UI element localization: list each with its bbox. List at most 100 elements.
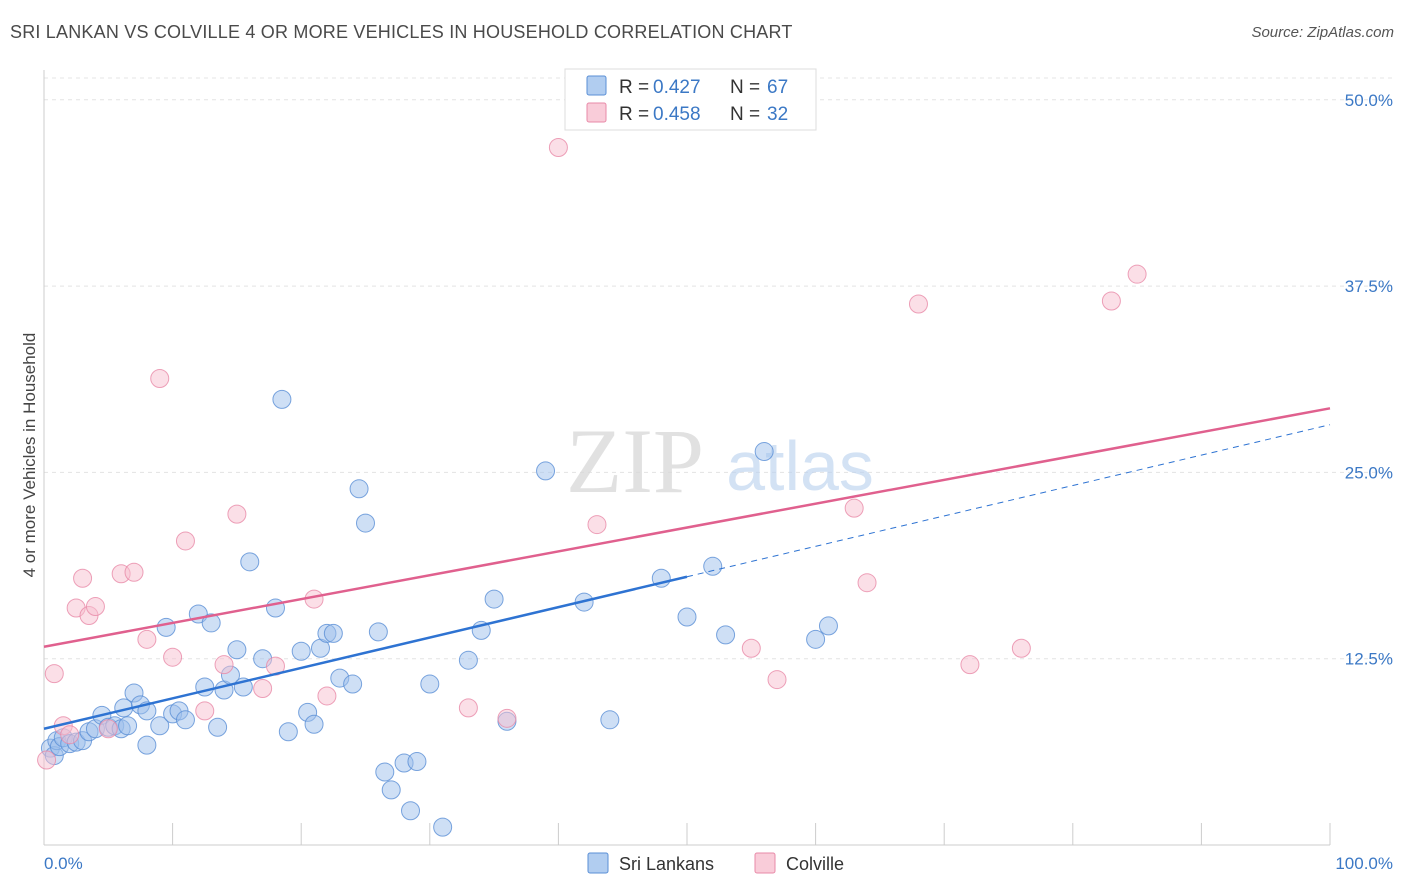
- bottom-legend-label-sri-lankans: Sri Lankans: [619, 854, 714, 874]
- x-tick-label-right: 100.0%: [1335, 854, 1393, 873]
- point-colville-27: [767, 670, 787, 690]
- point-colville-21: [317, 686, 337, 706]
- bottom-legend-label-colville: Colville: [786, 854, 844, 874]
- point-sri-lankans-15: [118, 716, 138, 736]
- chart-title: SRI LANKAN VS COLVILLE 4 OR MORE VEHICLE…: [10, 22, 793, 42]
- legend-n-label-2: N =: [730, 104, 760, 125]
- point-sri-lankans-27: [201, 613, 221, 633]
- point-sri-lankans-49: [375, 762, 395, 782]
- point-sri-lankans-68: [806, 629, 826, 649]
- legend-swatch-sri-lankans: [586, 75, 607, 96]
- point-sri-lankans-55: [433, 817, 453, 837]
- y-tick-label-3: 50.0%: [1345, 91, 1393, 110]
- point-sri-lankans-66: [716, 625, 736, 645]
- point-colville-25: [587, 515, 607, 535]
- point-sri-lankans-24: [175, 710, 195, 730]
- point-colville-18: [253, 679, 273, 699]
- point-sri-lankans-56: [458, 650, 478, 670]
- point-sri-lankans-43: [323, 623, 343, 643]
- watermark-atlas: atlas: [726, 427, 874, 505]
- point-colville-7: [85, 597, 105, 617]
- y-tick-labels: 12.5% 25.0% 37.5% 50.0%: [1345, 91, 1393, 669]
- point-colville-15: [195, 701, 215, 721]
- point-colville-0: [37, 750, 57, 770]
- point-colville-12: [150, 369, 170, 389]
- point-colville-3: [60, 725, 80, 745]
- y-tick-label-0: 12.5%: [1345, 650, 1393, 669]
- point-colville-26: [741, 638, 761, 658]
- point-sri-lankans-67: [754, 442, 774, 462]
- axes: [43, 70, 1331, 846]
- point-colville-30: [908, 294, 928, 314]
- point-colville-5: [73, 568, 93, 588]
- point-sri-lankans-60: [536, 461, 556, 481]
- y-tick-label-2: 37.5%: [1345, 277, 1393, 296]
- trend-line-colville: [43, 407, 1331, 649]
- point-sri-lankans-58: [484, 589, 504, 609]
- point-sri-lankans-38: [291, 641, 311, 661]
- point-colville-32: [1011, 638, 1031, 658]
- point-colville-31: [960, 655, 980, 675]
- trend-lines: [43, 407, 1331, 730]
- point-colville-17: [227, 504, 247, 524]
- bottom-legend-swatch-sri-lankans: [587, 852, 609, 874]
- legend-r-value-1: 0.427: [653, 77, 701, 98]
- point-sri-lankans-20: [150, 716, 170, 736]
- point-colville-22: [458, 698, 478, 718]
- trend-line-sri-lankans-extension: [686, 424, 1331, 578]
- point-colville-28: [844, 498, 864, 518]
- series-colville-points: [37, 138, 1147, 770]
- point-sri-lankans-53: [407, 752, 427, 772]
- point-colville-29: [857, 573, 877, 593]
- point-colville-10: [124, 562, 144, 582]
- point-sri-lankans-21: [156, 617, 176, 637]
- y-axis-title: 4 or more Vehicles in Household: [20, 333, 39, 578]
- legend: R = 0.427 N = 67 R = 0.458 N = 32: [564, 68, 817, 131]
- point-sri-lankans-45: [343, 674, 363, 694]
- point-colville-14: [175, 531, 195, 551]
- x-tick-label-left: 0.0%: [44, 854, 83, 873]
- watermark: ZIP atlas: [566, 410, 874, 512]
- point-colville-13: [163, 647, 183, 667]
- point-sri-lankans-48: [368, 622, 388, 642]
- point-colville-16: [214, 655, 234, 675]
- legend-swatch-colville: [586, 102, 607, 123]
- point-sri-lankans-36: [272, 389, 292, 409]
- point-sri-lankans-50: [381, 780, 401, 800]
- point-sri-lankans-33: [240, 552, 260, 572]
- legend-n-label-1: N =: [730, 77, 760, 98]
- point-colville-8: [98, 719, 118, 739]
- trend-line-sri-lankans: [43, 575, 688, 730]
- source-label: Source: ZipAtlas.com: [1251, 24, 1394, 41]
- point-colville-33: [1101, 291, 1121, 311]
- point-sri-lankans-31: [227, 640, 247, 660]
- point-sri-lankans-46: [349, 479, 369, 499]
- point-sri-lankans-64: [677, 607, 697, 627]
- point-sri-lankans-28: [208, 717, 228, 737]
- bottom-legend: Sri Lankans Colville: [587, 852, 844, 874]
- point-sri-lankans-40: [304, 714, 324, 734]
- point-colville-11: [137, 629, 157, 649]
- point-sri-lankans-54: [420, 674, 440, 694]
- watermark-zip: ZIP: [566, 410, 704, 512]
- point-colville-34: [1127, 264, 1147, 284]
- point-sri-lankans-62: [600, 710, 620, 730]
- point-colville-23: [497, 708, 517, 728]
- legend-r-label-1: R =: [619, 77, 649, 98]
- point-sri-lankans-37: [278, 722, 298, 742]
- point-sri-lankans-69: [818, 616, 838, 636]
- legend-r-label-2: R =: [619, 104, 649, 125]
- point-sri-lankans-65: [703, 556, 723, 576]
- y-tick-label-1: 25.0%: [1345, 463, 1393, 482]
- series-sri-lankans-points: [40, 389, 838, 837]
- point-colville-24: [548, 138, 568, 157]
- legend-r-value-2: 0.458: [653, 104, 701, 125]
- point-colville-1: [44, 664, 64, 684]
- point-sri-lankans-52: [401, 801, 421, 821]
- point-sri-lankans-19: [137, 735, 157, 755]
- legend-n-value-1: 67: [767, 77, 788, 98]
- bottom-legend-swatch-colville: [754, 852, 776, 874]
- point-sri-lankans-47: [356, 513, 375, 533]
- legend-n-value-2: 32: [767, 104, 788, 125]
